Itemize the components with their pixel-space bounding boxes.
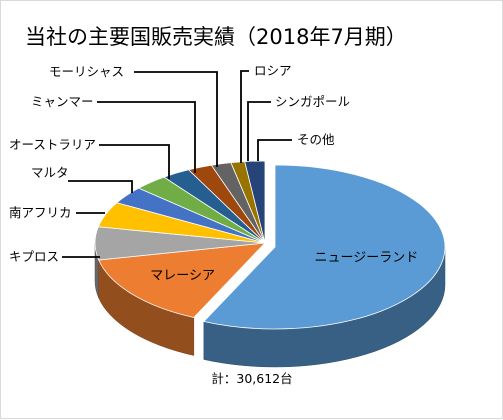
leader-line <box>97 101 196 173</box>
pie-slice <box>98 242 267 318</box>
slice-data-label: その他 <box>297 132 335 147</box>
leader-line <box>240 70 249 163</box>
pie-slice <box>203 164 446 330</box>
pie-slices <box>94 160 446 368</box>
slice-data-label: ニュージーランド <box>314 251 418 266</box>
pie-slice <box>244 160 266 244</box>
chart-title: 当社の主要国販売実績（2018年7月期） <box>25 25 407 49</box>
slice-data-label: ロシア <box>254 63 292 78</box>
slice-data-label: ミャンマー <box>31 94 94 109</box>
leader-line <box>257 139 292 161</box>
slice-data-label: オーストラリア <box>9 137 96 152</box>
slice-data-label: 南アフリカ <box>9 205 72 220</box>
slice-data-label: シンガポール <box>275 94 350 109</box>
slice-data-label: キプロス <box>9 249 59 264</box>
leader-lines <box>62 70 292 258</box>
leader-line <box>247 101 271 161</box>
slice-data-label: マルタ <box>31 165 69 180</box>
leader-line <box>68 180 133 193</box>
slice-data-label: マレーシア <box>150 269 215 284</box>
leader-line <box>134 71 218 167</box>
slice-data-label: モーリシャス <box>49 64 124 79</box>
leader-line <box>99 144 170 179</box>
total-label: 計：30,612台 <box>211 371 292 386</box>
